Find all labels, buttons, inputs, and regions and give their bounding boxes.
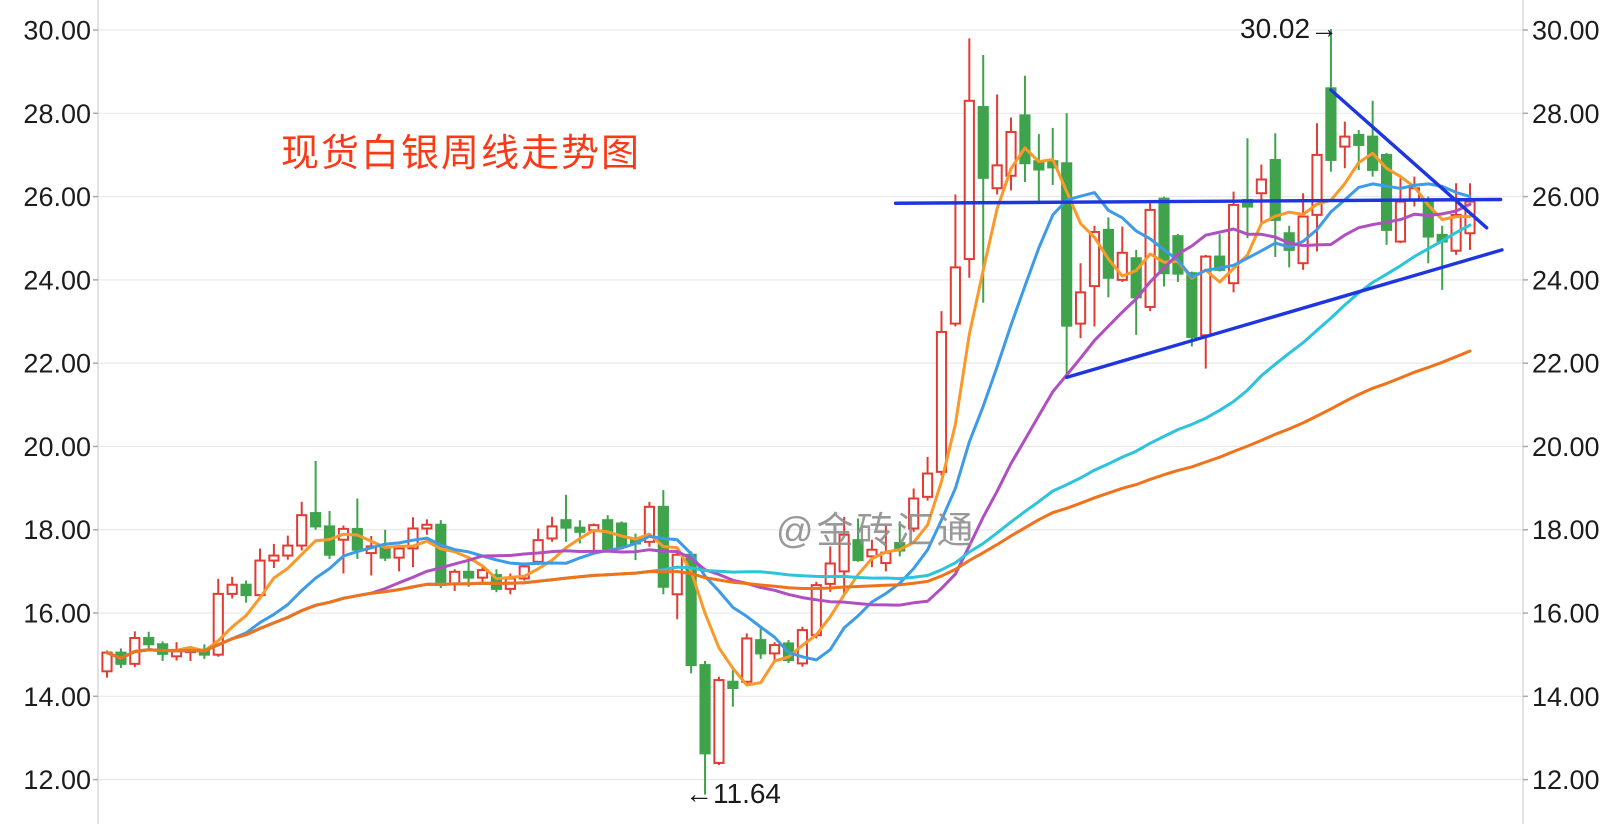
- candle-up: [935, 330, 948, 473]
- candle-up: [921, 472, 934, 498]
- ma-line-ma60: [105, 349, 1472, 660]
- candle-down: [852, 539, 864, 562]
- y-axis-label-left: 24.00: [23, 265, 91, 295]
- candle-up: [671, 553, 683, 596]
- candle-down: [143, 637, 155, 646]
- candle-up: [1088, 230, 1101, 288]
- candles-layer: [101, 29, 1476, 795]
- candle-up: [713, 679, 725, 764]
- candle-down: [310, 512, 322, 528]
- candle-up: [421, 523, 433, 530]
- candle-up: [393, 547, 405, 559]
- candle-up: [296, 514, 308, 547]
- trendline-horizontal-resistance: [893, 197, 1503, 205]
- y-axis-label-left: 22.00: [23, 349, 91, 379]
- candle-down: [1380, 153, 1393, 231]
- candle-down: [1269, 158, 1281, 221]
- candle-down: [1214, 255, 1226, 271]
- y-axis-label-left: 28.00: [23, 99, 91, 129]
- candle-down: [351, 527, 363, 551]
- y-axis-label-right: 12.00: [1532, 765, 1600, 795]
- candle-up: [268, 554, 280, 562]
- trendline-ascending-support: [1064, 248, 1504, 380]
- candle-down: [1130, 257, 1142, 299]
- ma-line-ma10: [105, 182, 1472, 662]
- y-axis-label-left: 16.00: [23, 599, 91, 629]
- candle-up: [212, 592, 224, 656]
- candle-down: [755, 639, 767, 655]
- candle-down: [463, 570, 475, 579]
- candle-down: [240, 583, 252, 597]
- candle-down: [1158, 197, 1170, 275]
- candle-up: [1339, 135, 1351, 148]
- candle-up: [991, 164, 1003, 190]
- candle-up: [532, 539, 544, 563]
- y-axis-label-left: 20.00: [23, 432, 91, 462]
- candle-down: [1019, 114, 1031, 165]
- trendline-descending-resistance: [1329, 88, 1489, 230]
- candle-up: [963, 99, 975, 261]
- candle-up: [1005, 131, 1017, 177]
- candle-down: [435, 523, 447, 587]
- candle-up: [741, 637, 753, 683]
- candle-down: [977, 106, 989, 179]
- ma-line-ma5: [105, 146, 1472, 687]
- candle-up: [449, 570, 461, 585]
- candle-up: [226, 583, 238, 595]
- y-axis-label-right: 26.00: [1532, 182, 1600, 212]
- candle-down: [1186, 272, 1198, 338]
- candle-up: [949, 266, 961, 325]
- candle-up: [1311, 153, 1323, 216]
- candle-up: [1074, 291, 1087, 325]
- y-axis-label-left: 12.00: [23, 765, 91, 795]
- candle-up: [546, 525, 558, 540]
- y-axis-label-left: 30.00: [23, 16, 91, 46]
- candle-up: [908, 497, 920, 530]
- candle-up: [1255, 178, 1267, 195]
- candle-down: [699, 664, 711, 755]
- y-axis-label-left: 18.00: [23, 515, 91, 545]
- y-axis-label-right: 16.00: [1532, 599, 1600, 629]
- candle-down: [1061, 162, 1073, 327]
- candle-up: [866, 548, 878, 558]
- axis-labels: 30.00 30.00 28.00 28.00 26.00 26.00 24.00 24.00…: [23, 16, 1599, 796]
- candle-up: [254, 559, 266, 597]
- moving-averages-layer: [105, 146, 1472, 687]
- y-axis-label-left: 14.00: [23, 682, 91, 712]
- candle-down: [1353, 133, 1365, 146]
- y-axis-label-right: 22.00: [1532, 349, 1600, 379]
- candle-down: [574, 526, 586, 533]
- candle-up: [810, 584, 822, 637]
- candle-up: [769, 644, 781, 655]
- y-axis-label-left: 26.00: [23, 182, 91, 212]
- candle-up: [1227, 203, 1240, 285]
- y-axis-label-right: 14.00: [1532, 682, 1600, 712]
- y-axis-label-right: 20.00: [1532, 432, 1600, 462]
- candle-up: [282, 544, 294, 557]
- trendlines-layer: [893, 88, 1504, 380]
- candle-up: [1116, 251, 1128, 281]
- ma-line-ma20: [105, 202, 1472, 660]
- y-axis-label-right: 30.00: [1532, 16, 1600, 46]
- y-axis-label-right: 24.00: [1532, 265, 1600, 295]
- candle-down: [1325, 87, 1337, 161]
- y-axis-label-right: 18.00: [1532, 515, 1600, 545]
- grid-layer: [97, 0, 1524, 824]
- candle-up: [838, 533, 850, 573]
- candle-up: [824, 562, 836, 585]
- candle-down: [727, 680, 739, 689]
- candle-up: [643, 505, 656, 543]
- y-axis-label-right: 28.00: [1532, 99, 1600, 129]
- candle-up: [476, 569, 489, 579]
- candle-down: [379, 547, 391, 559]
- candle-down: [560, 519, 572, 529]
